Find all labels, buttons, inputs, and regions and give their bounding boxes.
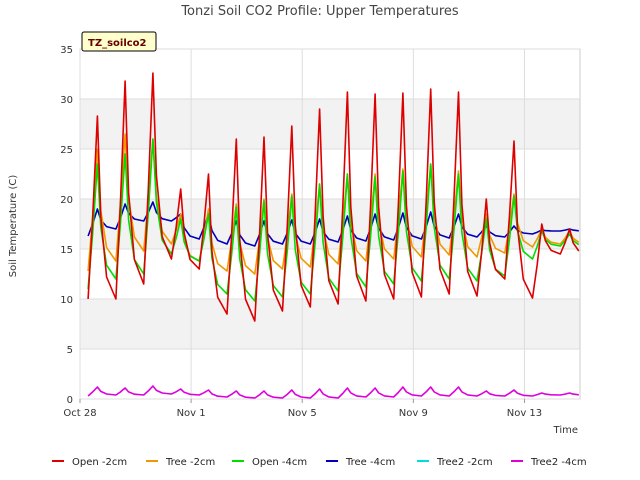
plot-band <box>80 99 580 149</box>
x-tick-labels: Oct 28 Nov 1 Nov 5 Nov 9 Nov 13 <box>63 399 542 419</box>
y-tick-labels: 0 5 10 15 20 25 30 35 <box>60 45 73 406</box>
y-tick-label: 10 <box>60 295 73 306</box>
legend: Open -2cm Tree -2cm Open -4cm Tree -4cm Tree… <box>52 457 587 468</box>
series-line-tree2-4cm <box>87 385 579 399</box>
x-tick-label: Oct 28 <box>63 408 96 419</box>
legend-label: Tree -4cm <box>345 457 395 468</box>
y-tick-label: 15 <box>60 245 73 256</box>
legend-label: Tree2 -2cm <box>436 457 493 468</box>
legend-label: Tree -2cm <box>165 457 215 468</box>
chart-title: Tonzi Soil CO2 Profile: Upper Temperatur… <box>180 4 459 19</box>
x-tick-label: Nov 1 <box>177 408 206 419</box>
dataset-tag: TZ_soilco2 <box>81 31 157 52</box>
legend-label: Tree2 -4cm <box>530 457 587 468</box>
x-tick-label: Nov 9 <box>399 408 428 419</box>
gridlines <box>79 48 580 400</box>
x-tick-label: Nov 5 <box>288 408 317 419</box>
x-tick-label: Nov 13 <box>507 408 542 419</box>
dataset-tag-label: TZ_soilco2 <box>88 38 147 49</box>
y-tick-label: 25 <box>60 145 73 156</box>
series-line-tree-4cm <box>87 201 579 247</box>
y-tick-label: 30 <box>60 95 73 106</box>
x-axis-label: Time <box>553 425 578 436</box>
y-tick-label: 5 <box>67 345 73 356</box>
legend-label: Open -2cm <box>72 457 127 468</box>
dataset-tag-box <box>81 31 157 52</box>
y-tick-label: 0 <box>67 395 73 406</box>
legend-label: Open -4cm <box>252 457 307 468</box>
series-lines <box>87 72 580 399</box>
series-line-tree-2cm <box>87 133 580 275</box>
series-line-open-2cm <box>87 72 580 322</box>
y-axis-label: Soil Temperature (C) <box>8 175 19 278</box>
y-tick-label: 35 <box>60 45 73 56</box>
y-tick-label: 20 <box>60 195 73 206</box>
plot-band <box>80 299 580 349</box>
plot-bands <box>80 99 580 349</box>
